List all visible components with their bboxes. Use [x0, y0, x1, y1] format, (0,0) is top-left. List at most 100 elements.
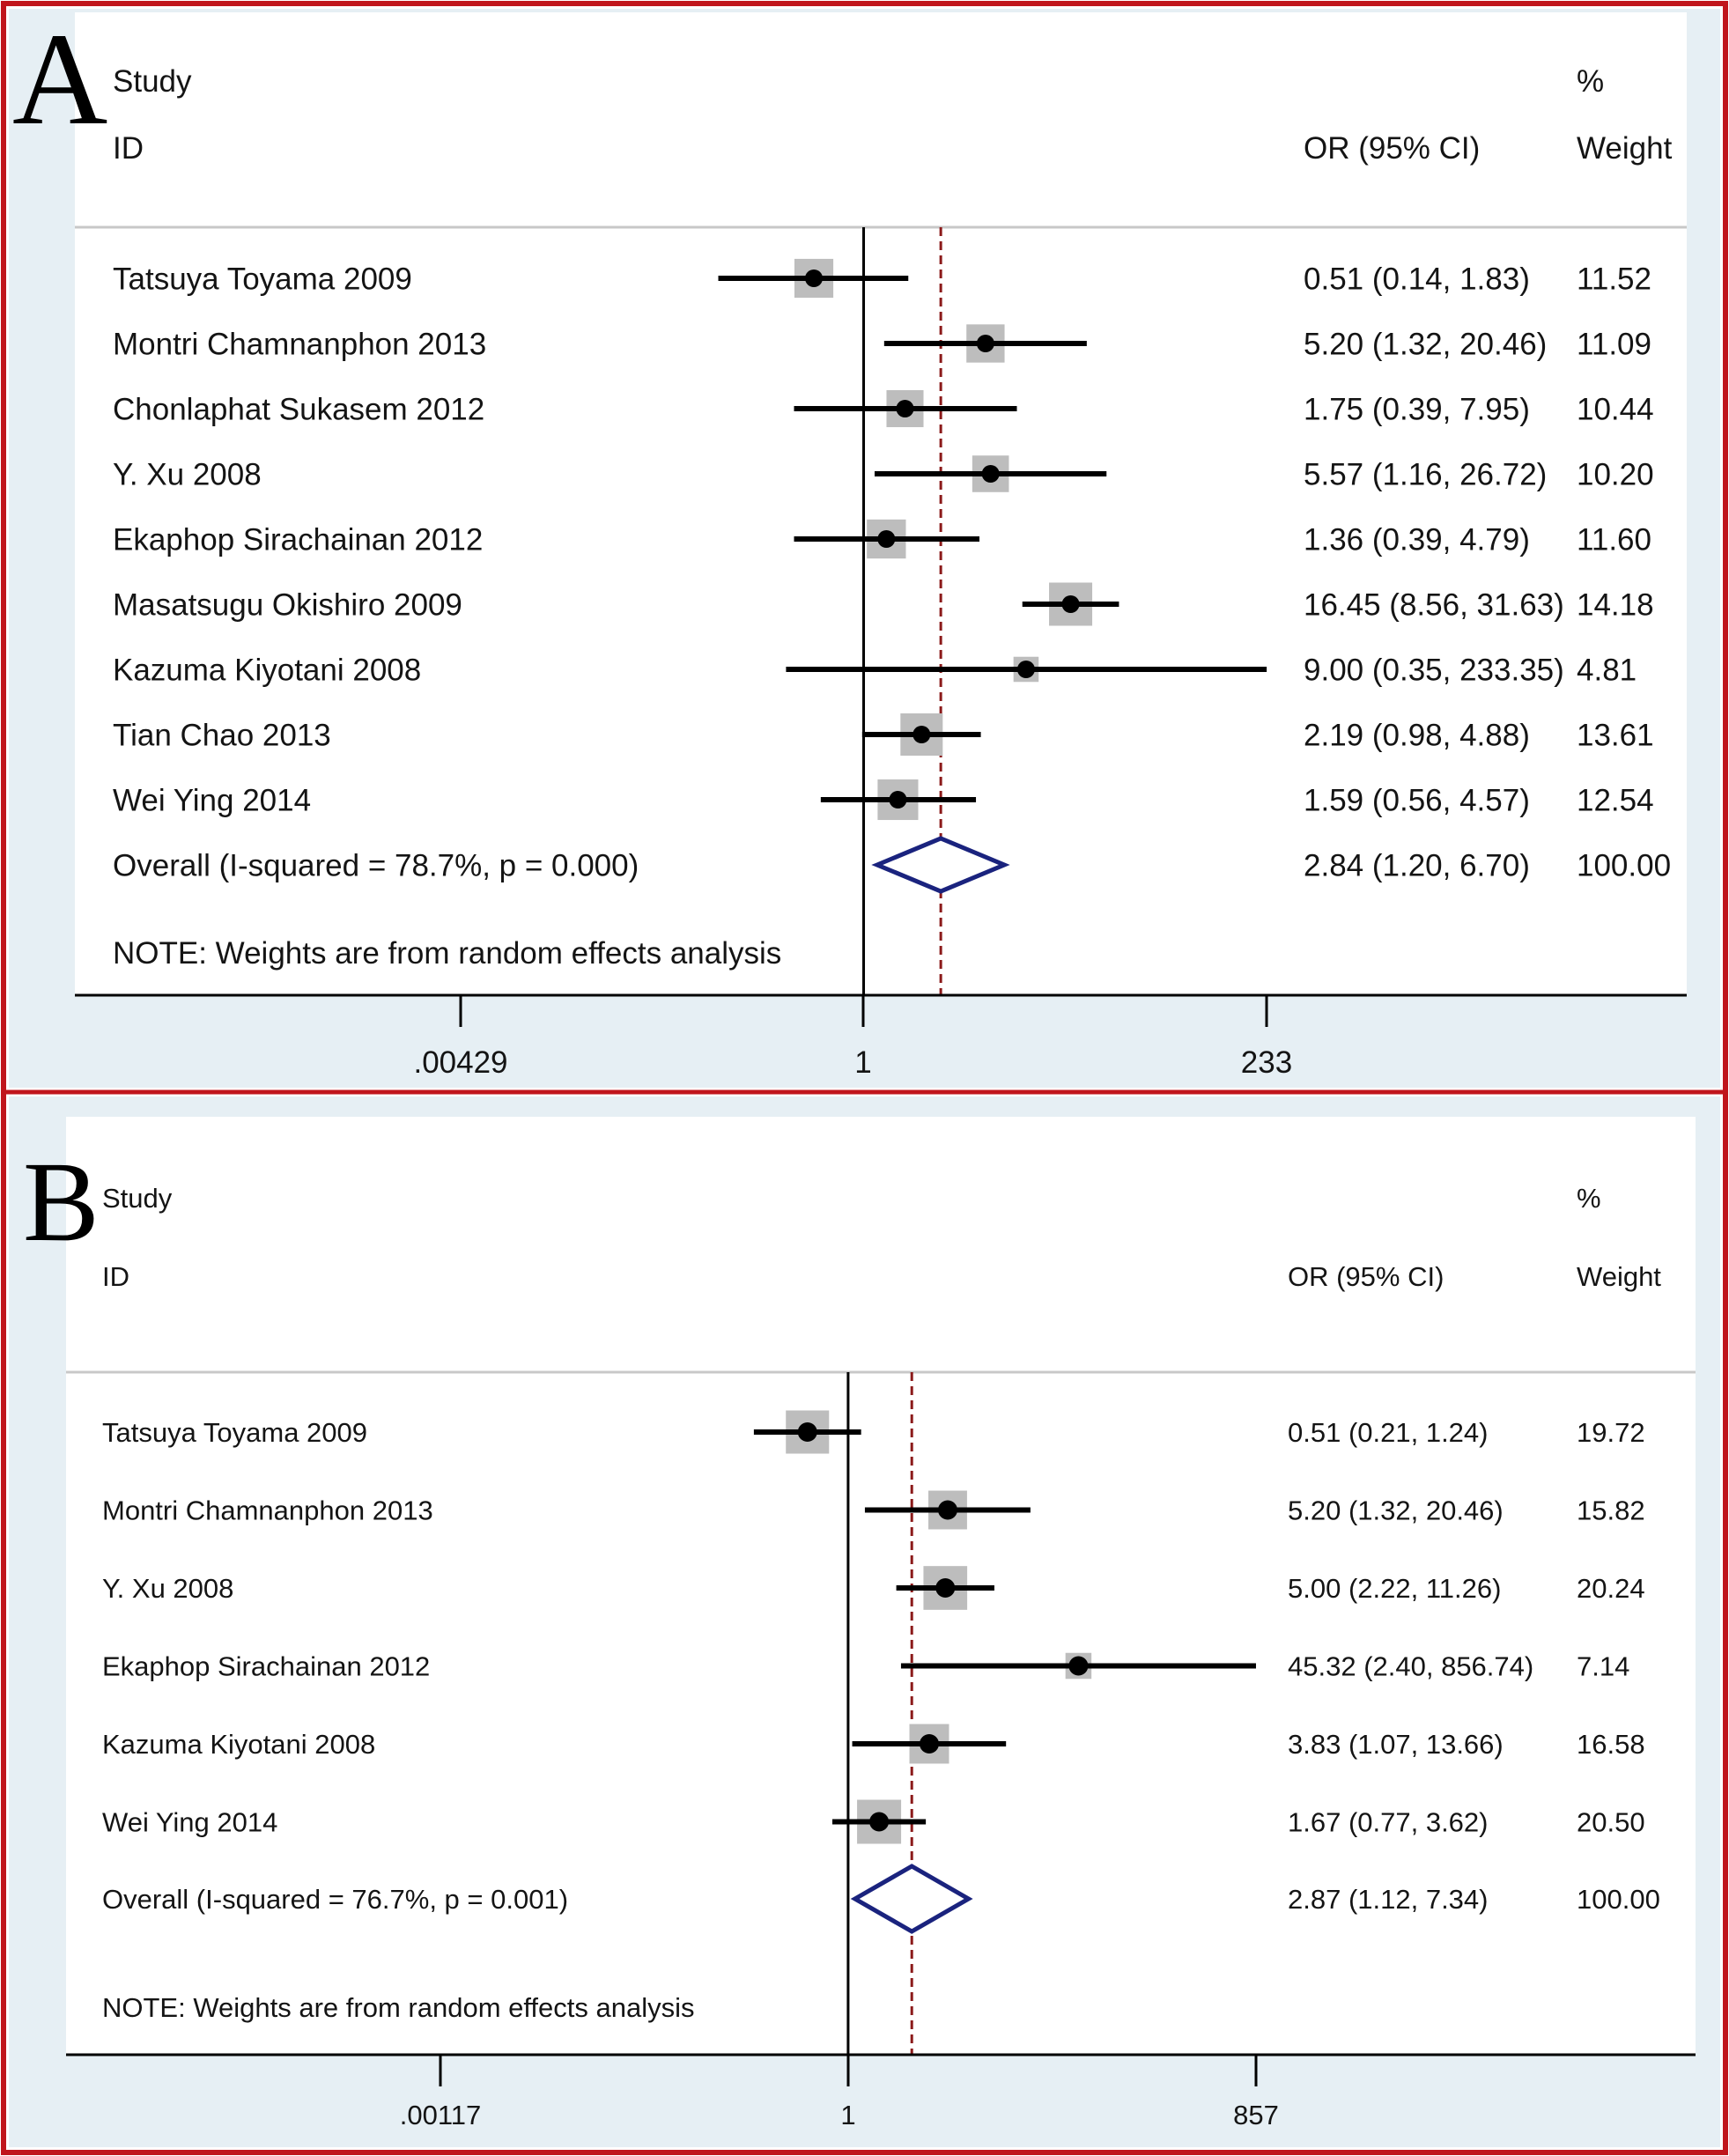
- study-name: Masatsugu Okishiro 2009: [113, 588, 462, 623]
- study-name: Wei Ying 2014: [113, 784, 311, 818]
- point-estimate: [797, 1422, 817, 1442]
- overall-weight: 100.00: [1577, 849, 1671, 883]
- study-row: Y. Xu 2008 5.57 (1.16, 26.72) 10.20: [113, 455, 1654, 492]
- study-or-ci: 0.51 (0.21, 1.24): [1288, 1417, 1489, 1448]
- point-estimate: [937, 1500, 957, 1520]
- study-weight: 11.52: [1577, 262, 1651, 297]
- panel-label: A: [12, 6, 107, 152]
- x-tick-label: 1: [840, 2100, 855, 2130]
- study-row: Ekaphop Sirachainan 2012 45.32 (2.40, 856…: [102, 1651, 1629, 1682]
- x-tick-label: 1: [854, 1045, 871, 1080]
- study-weight: 4.81: [1577, 653, 1637, 688]
- header-effect: OR (95% CI): [1288, 1261, 1444, 1292]
- study-weight: 11.09: [1577, 328, 1651, 362]
- overall-label: Overall (I-squared = 78.7%, p = 0.000): [113, 849, 639, 883]
- panel-b: B Study ID OR (95% CI)% Weight Tatsuya Toyama…: [23, 1139, 1696, 2130]
- header-weight-percent: %: [1577, 64, 1604, 99]
- overall-or-ci: 2.87 (1.12, 7.34): [1288, 1884, 1489, 1915]
- study-row: Kazuma Kiyotani 2008 9.00 (0.35, 233.35) 4…: [113, 653, 1637, 688]
- point-estimate: [919, 1734, 939, 1754]
- study-or-ci: 5.20 (1.32, 20.46): [1288, 1495, 1504, 1526]
- point-estimate: [877, 530, 896, 548]
- weights-note: NOTE: Weights are from random effects an…: [102, 1992, 695, 2023]
- x-tick-label: 233: [1241, 1045, 1292, 1080]
- study-row: Chonlaphat Sukasem 2012 1.75 (0.39, 7.95)…: [113, 389, 1654, 428]
- study-row: Montri Chamnanphon 2013 5.20 (1.32, 20.46…: [102, 1490, 1645, 1530]
- point-estimate: [1068, 1656, 1089, 1676]
- study-weight: 14.18: [1577, 588, 1654, 623]
- study-weight: 12.54: [1577, 784, 1654, 818]
- overall-row: Overall (I-squared = 76.7%, p = 0.001) 2.…: [102, 1864, 1660, 1934]
- study-or-ci: 1.75 (0.39, 7.95): [1304, 393, 1530, 427]
- study-weight: 7.14: [1577, 1651, 1629, 1682]
- study-row: Ekaphop Sirachainan 2012 1.36 (0.39, 4.79…: [113, 519, 1651, 559]
- study-or-ci: 45.32 (2.40, 856.74): [1288, 1651, 1533, 1682]
- study-name: Ekaphop Sirachainan 2012: [102, 1651, 430, 1682]
- point-estimate: [805, 270, 824, 287]
- study-row: Masatsugu Okishiro 2009 16.45 (8.56, 31.6…: [113, 582, 1654, 626]
- study-weight: 15.82: [1577, 1495, 1645, 1526]
- x-tick-label: 857: [1233, 2100, 1279, 2130]
- study-name: Y. Xu 2008: [102, 1573, 233, 1604]
- header-weight-percent: %: [1577, 1183, 1601, 1214]
- study-row: Y. Xu 2008 5.00 (2.22, 11.26) 20.24: [102, 1566, 1645, 1610]
- overall-diamond: [871, 836, 1010, 894]
- header-weight: Weight: [1577, 131, 1673, 166]
- point-estimate: [1016, 661, 1035, 678]
- panel-label: B: [23, 1139, 100, 1266]
- header-weight: Weight: [1577, 1261, 1661, 1292]
- study-row: Wei Ying 2014 1.67 (0.77, 3.62) 20.50: [102, 1799, 1645, 1844]
- study-name: Montri Chamnanphon 2013: [113, 328, 486, 362]
- study-weight: 10.44: [1577, 393, 1654, 427]
- study-weight: 20.50: [1577, 1807, 1645, 1838]
- study-weight: 20.24: [1577, 1573, 1645, 1604]
- study-or-ci: 1.59 (0.56, 4.57): [1304, 784, 1530, 818]
- panel-a: A Study ID OR (95% CI)% Weight Tatsuya Toyama…: [12, 6, 1687, 1080]
- study-row: Wei Ying 2014 1.59 (0.56, 4.57) 12.54: [113, 779, 1654, 821]
- point-estimate: [896, 400, 914, 417]
- study-or-ci: 5.00 (2.22, 11.26): [1288, 1573, 1501, 1604]
- x-tick-label: .00117: [400, 2100, 482, 2130]
- overall-label: Overall (I-squared = 76.7%, p = 0.001): [102, 1884, 568, 1915]
- point-estimate: [913, 726, 931, 743]
- overall-row: Overall (I-squared = 78.7%, p = 0.000) 2.…: [113, 836, 1671, 894]
- header-effect: OR (95% CI): [1304, 131, 1480, 166]
- study-name: Montri Chamnanphon 2013: [102, 1495, 433, 1526]
- study-row: Tatsuya Toyama 2009 0.51 (0.21, 1.24) 19.7…: [102, 1410, 1645, 1454]
- header-study: Study: [113, 64, 192, 99]
- study-or-ci: 5.57 (1.16, 26.72): [1304, 458, 1547, 492]
- header-id: ID: [113, 131, 144, 166]
- study-name: Tatsuya Toyama 2009: [102, 1417, 367, 1448]
- study-or-ci: 0.51 (0.14, 1.83): [1304, 262, 1530, 297]
- panel-a-plot-area: [75, 12, 1687, 994]
- study-or-ci: 1.67 (0.77, 3.62): [1288, 1807, 1489, 1838]
- point-estimate: [976, 335, 994, 352]
- study-row: Tatsuya Toyama 2009 0.51 (0.14, 1.83) 11.5…: [113, 258, 1651, 299]
- study-weight: 10.20: [1577, 458, 1654, 492]
- overall-or-ci: 2.84 (1.20, 6.70): [1304, 849, 1530, 883]
- point-estimate: [1061, 595, 1080, 613]
- study-weight: 16.58: [1577, 1729, 1645, 1760]
- study-name: Kazuma Kiyotani 2008: [113, 653, 421, 688]
- point-estimate: [889, 791, 907, 808]
- study-name: Wei Ying 2014: [102, 1807, 277, 1838]
- study-weight: 13.61: [1577, 719, 1654, 753]
- weights-note: NOTE: Weights are from random effects an…: [113, 936, 781, 971]
- overall-diamond: [850, 1864, 973, 1934]
- x-tick-label: .00429: [413, 1045, 507, 1080]
- study-or-ci: 2.19 (0.98, 4.88): [1304, 719, 1530, 753]
- point-estimate: [935, 1578, 956, 1598]
- study-or-ci: 16.45 (8.56, 31.63): [1304, 588, 1564, 623]
- header-id: ID: [102, 1261, 129, 1292]
- study-name: Y. Xu 2008: [113, 458, 262, 492]
- study-or-ci: 1.36 (0.39, 4.79): [1304, 523, 1530, 557]
- overall-weight: 100.00: [1577, 1884, 1660, 1915]
- study-or-ci: 5.20 (1.32, 20.46): [1304, 328, 1547, 362]
- study-name: Chonlaphat Sukasem 2012: [113, 393, 484, 427]
- study-name: Tatsuya Toyama 2009: [113, 262, 412, 297]
- study-or-ci: 3.83 (1.07, 13.66): [1288, 1729, 1504, 1760]
- study-or-ci: 9.00 (0.35, 233.35): [1304, 653, 1564, 688]
- study-name: Kazuma Kiyotani 2008: [102, 1729, 375, 1760]
